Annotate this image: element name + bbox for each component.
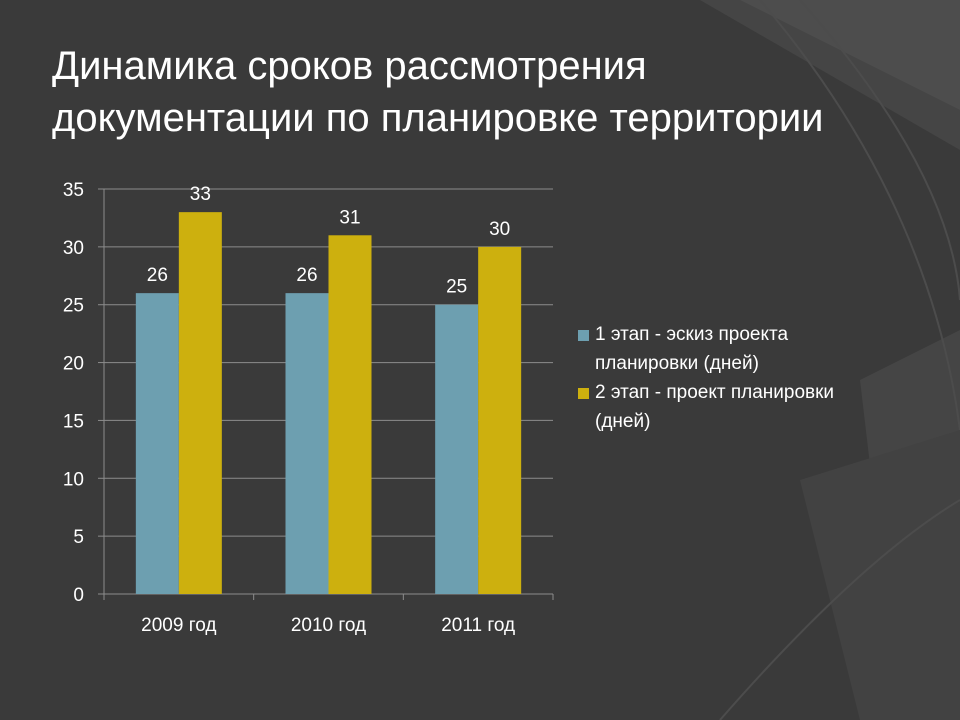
bar: [435, 304, 479, 594]
slide-title: Динамика сроков рассмотрения документаци…: [52, 40, 912, 144]
data-label: 26: [296, 265, 317, 286]
y-tick-label: 15: [63, 411, 84, 432]
data-label: 30: [489, 219, 510, 240]
data-label: 25: [446, 277, 467, 298]
y-tick-label: 25: [63, 296, 84, 317]
legend-label-series-2: 2 этап - проект планировки (дней): [595, 382, 835, 432]
bars: [135, 212, 522, 595]
legend-swatch-series-1: [578, 330, 589, 341]
bar: [328, 235, 372, 595]
x-tick-label: 2011 год: [441, 615, 515, 636]
data-labels: 26 33 26 31 25 30: [147, 184, 510, 298]
x-tick-label: 2010 год: [291, 615, 366, 636]
bar: [478, 246, 522, 594]
y-tick-label: 30: [63, 238, 84, 259]
background-arcs: [719, 0, 960, 720]
data-label: 31: [339, 207, 360, 228]
y-tick-label: 5: [73, 527, 84, 548]
data-label: 26: [147, 265, 168, 286]
slide-title-line-1: Динамика сроков рассмотрения: [52, 44, 647, 88]
y-tick-label: 10: [63, 469, 84, 490]
chart-legend: 1 этап - эскиз проекта планировки (дней)…: [578, 320, 838, 436]
x-tick-label: 2009 год: [141, 615, 216, 636]
bar: [135, 293, 179, 594]
legend-item-series-2: 2 этап - проект планировки (дней): [578, 378, 838, 436]
y-tick-label: 35: [63, 180, 84, 201]
data-label: 33: [190, 184, 211, 205]
legend-swatch-series-2: [578, 388, 589, 399]
legend-label-series-1: 1 этап - эскиз проекта планировки (дней): [595, 324, 789, 374]
y-tick-label: 20: [63, 354, 84, 375]
y-tick-label: 0: [73, 585, 84, 606]
bar: [178, 212, 222, 594]
background-decoration: [700, 0, 960, 720]
slide-title-line-2: документации по планировке территории: [52, 96, 824, 140]
bar: [285, 293, 329, 594]
legend-item-series-1: 1 этап - эскиз проекта планировки (дней): [578, 320, 838, 378]
